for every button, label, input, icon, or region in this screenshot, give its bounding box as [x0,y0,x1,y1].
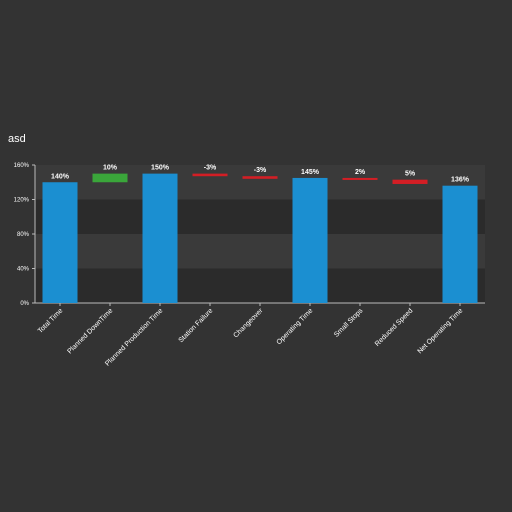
y-tick-label: 160% [14,163,30,169]
grid-band [35,268,485,303]
bar-decrease [242,176,278,179]
bar-total [42,182,78,303]
data-label: 140% [51,173,70,180]
data-label: 150% [151,165,170,172]
category-label: Planned Production Time [104,307,164,367]
category-label: Planned DownTime [66,307,114,355]
bar-decrease [392,179,428,184]
grid-band [35,199,485,234]
category-label: Station Failure [178,307,215,344]
category-label: Changeover [232,307,264,339]
data-label: -3% [204,165,217,172]
data-label: 2% [355,169,366,176]
bar-decrease [342,177,378,180]
data-label: 10% [103,165,118,172]
bar-total [442,185,478,303]
category-label: Operating Time [276,307,315,346]
bar-total [292,177,328,303]
bar-increase [92,173,128,183]
bar-total [142,173,178,303]
y-tick-label: 120% [14,198,30,204]
y-tick-label: 0% [20,301,29,307]
y-tick-label: 80% [17,232,30,238]
category-label: Reduced Speed [374,307,415,348]
data-label: 145% [301,169,320,176]
bar-decrease [192,173,228,177]
grid-band [35,234,485,269]
data-label: -3% [254,167,267,174]
data-label: 136% [451,177,470,184]
category-label: Total Time [37,307,65,335]
y-tick-label: 40% [17,267,30,273]
chart-title: asd [8,133,26,145]
category-label: Net Operating Time [417,307,465,355]
data-label: 5% [405,171,416,178]
category-label: Small Stops [333,307,365,339]
